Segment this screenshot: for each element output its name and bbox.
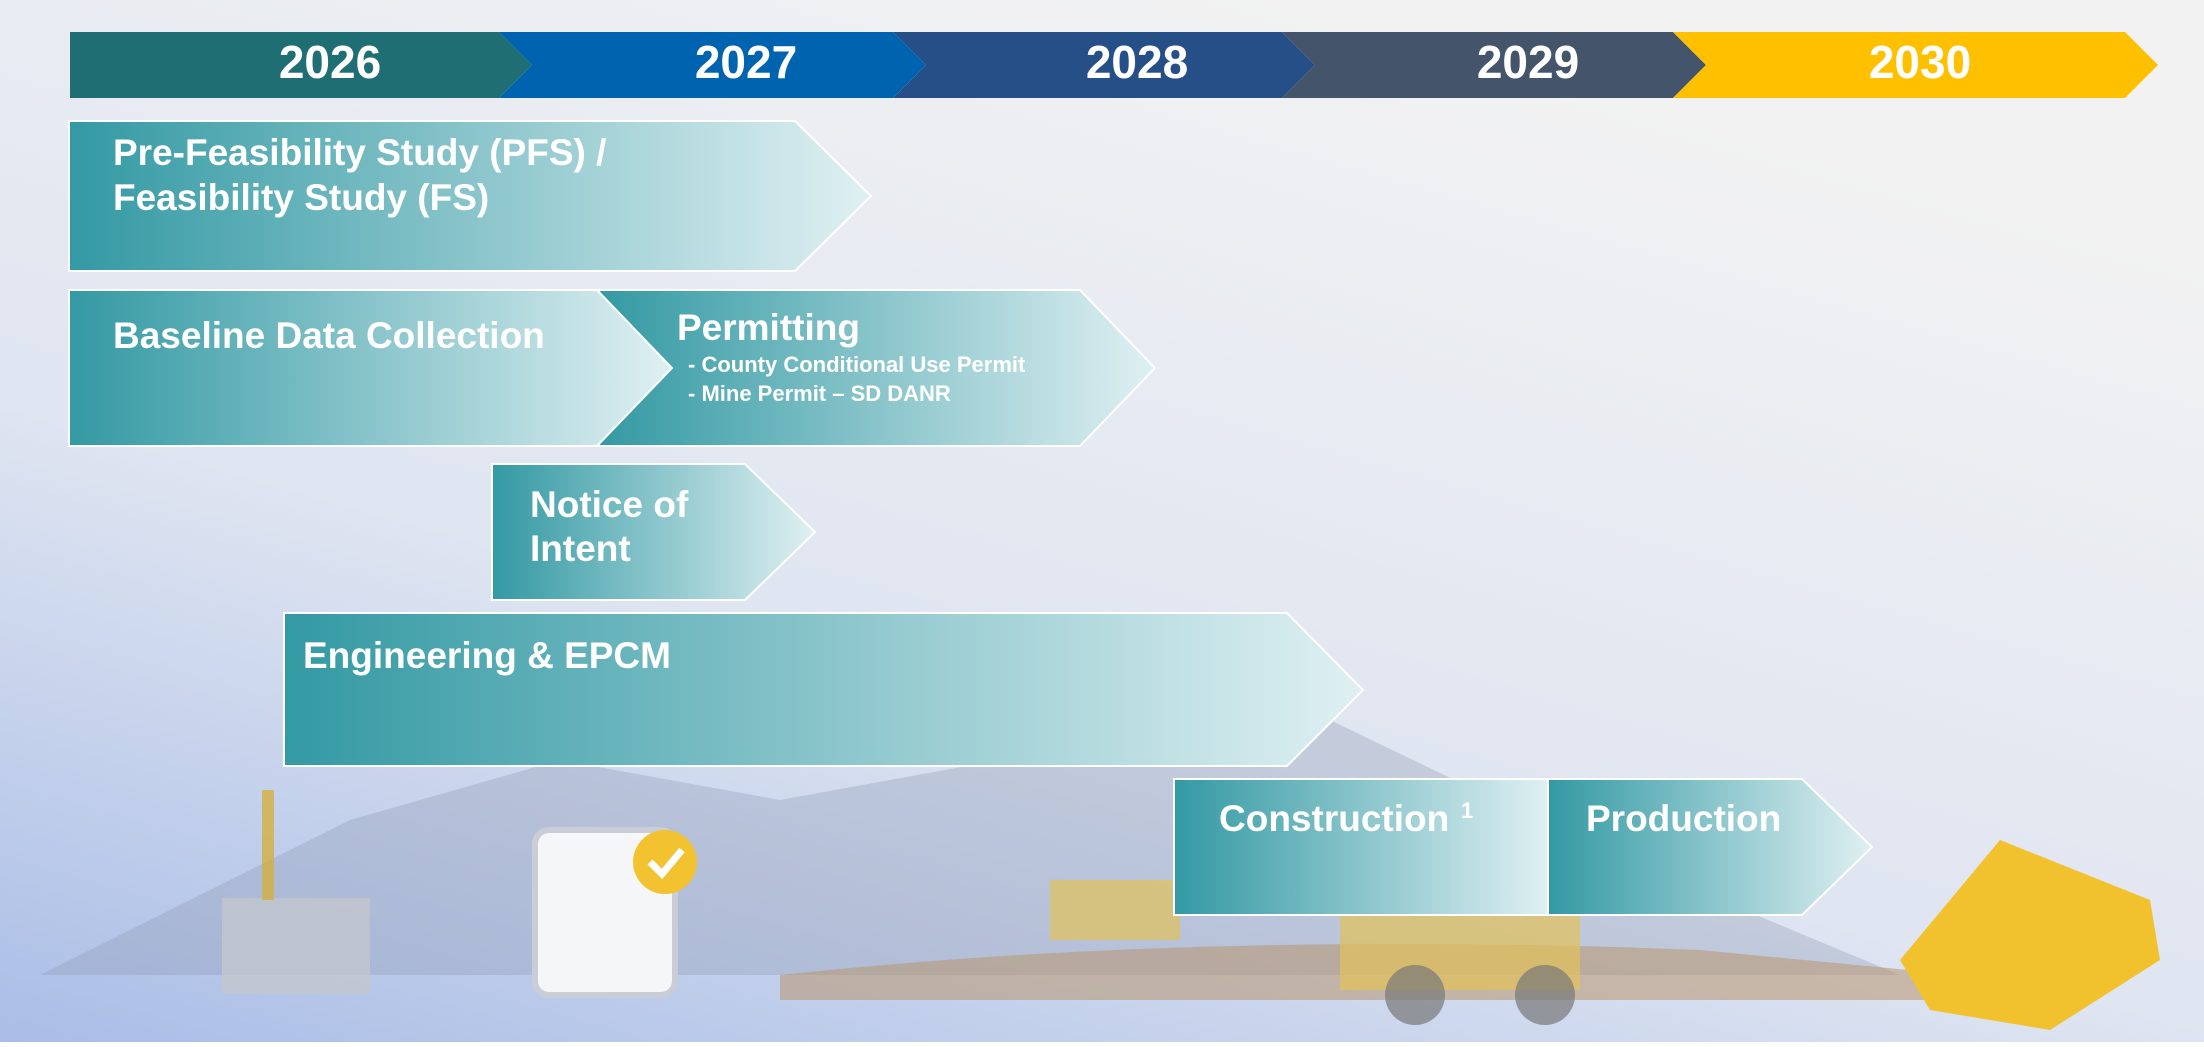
year-label: 2029 bbox=[1477, 36, 1579, 88]
year-chevron bbox=[1282, 32, 1706, 98]
phase-label: Notice of bbox=[530, 484, 689, 525]
year-chevron bbox=[499, 32, 926, 98]
truck-wheel bbox=[1515, 965, 1575, 1025]
phase-label: Permitting bbox=[677, 307, 860, 348]
phase-item: - County Conditional Use Permit bbox=[688, 352, 1026, 377]
year-chevron bbox=[70, 32, 532, 98]
phase-label: Feasibility Study (FS) bbox=[113, 177, 489, 218]
phase-arrow bbox=[68, 289, 674, 447]
gold-bars-icon bbox=[1900, 840, 2160, 1030]
check-mark bbox=[647, 847, 685, 880]
drill-rig-icon bbox=[262, 790, 274, 900]
phase-label: Intent bbox=[530, 528, 631, 569]
footnote-marker: 1 bbox=[1461, 798, 1473, 823]
phase-arrow bbox=[1547, 778, 1874, 916]
year-label: 2027 bbox=[695, 36, 797, 88]
year-label: 2028 bbox=[1086, 36, 1188, 88]
phase-label: Construction bbox=[1219, 798, 1449, 839]
drill-base-icon bbox=[222, 898, 370, 994]
excavator-icon bbox=[1050, 880, 1180, 940]
year-label: 2030 bbox=[1869, 36, 1971, 88]
phase-label: Engineering & EPCM bbox=[303, 635, 671, 676]
phase-arrow bbox=[68, 120, 873, 272]
phase-label: Pre-Feasibility Study (PFS) / bbox=[113, 132, 606, 173]
phase-arrow bbox=[491, 463, 817, 601]
phase-label: Production bbox=[1586, 798, 1781, 839]
truck-wheel bbox=[1385, 965, 1445, 1025]
year-label: 2026 bbox=[279, 36, 381, 88]
year-chevron bbox=[1673, 32, 2158, 98]
check-badge-icon bbox=[633, 830, 697, 894]
phase-item: - Mine Permit – SD DANR bbox=[688, 381, 951, 406]
phase-label: Baseline Data Collection bbox=[113, 315, 545, 356]
phase-arrow bbox=[594, 289, 1157, 447]
phase-arrow bbox=[283, 612, 1365, 767]
year-chevron bbox=[893, 32, 1315, 98]
